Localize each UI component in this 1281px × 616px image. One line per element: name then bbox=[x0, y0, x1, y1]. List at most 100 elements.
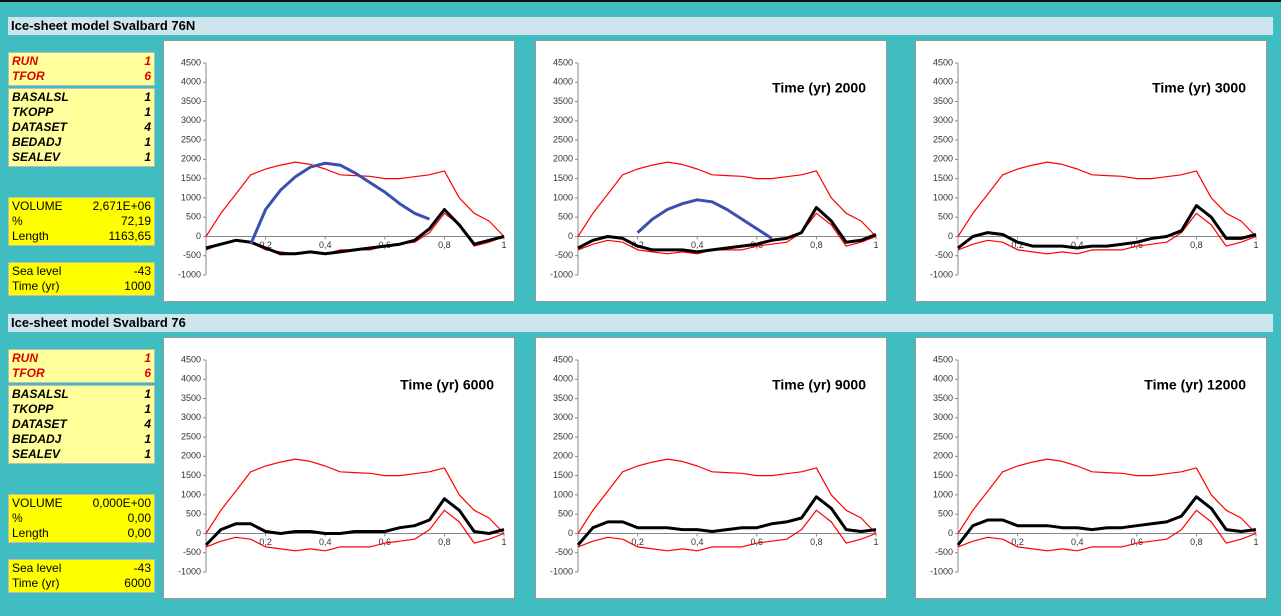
parameter-label: TFOR bbox=[12, 69, 45, 83]
y-tick-label: 1000 bbox=[933, 489, 953, 499]
x-tick-label: 1 bbox=[501, 537, 506, 547]
x-tick-label: 0,6 bbox=[379, 537, 392, 547]
y-tick-label: 4500 bbox=[553, 57, 573, 67]
y-tick-label: 3500 bbox=[553, 96, 573, 106]
parameter-value: 1 bbox=[144, 90, 151, 104]
annotation: Time (yr) 6000 bbox=[400, 377, 494, 393]
y-tick-label: -1000 bbox=[178, 269, 201, 279]
parameter-row: % 72,19 bbox=[12, 214, 151, 229]
x-tick-label: 1 bbox=[1253, 240, 1258, 250]
y-tick-label: 2500 bbox=[181, 134, 201, 144]
parameter-value: 6 bbox=[144, 69, 151, 83]
y-tick-label: -500 bbox=[555, 250, 573, 260]
parameter-label: VOLUME bbox=[12, 496, 63, 510]
panel-title: Ice-sheet model Svalbard 76N bbox=[8, 17, 1273, 35]
y-tick-label: 3000 bbox=[933, 115, 953, 125]
data-line bbox=[204, 497, 505, 547]
parameter-row: % 0,00 bbox=[12, 511, 151, 526]
y-tick-label: 500 bbox=[938, 509, 953, 519]
y-tick-label: 1500 bbox=[933, 173, 953, 183]
parameter-group: VOLUME 2,671E+06% 72,19 Length 1163,65 bbox=[8, 197, 155, 246]
parameter-label: % bbox=[12, 214, 23, 228]
x-tick-label: 0,6 bbox=[1131, 537, 1144, 547]
chart: -1000 -500 0 500 1000 1500 2000 2500 3000 3500 400… bbox=[915, 40, 1267, 302]
y-tick-label: 3000 bbox=[933, 412, 953, 422]
parameter-label: Sea level bbox=[12, 264, 62, 278]
data-line bbox=[205, 509, 505, 552]
y-tick-label: 1500 bbox=[553, 470, 573, 480]
y-tick-label: 500 bbox=[186, 509, 201, 519]
parameter-value: 1 bbox=[144, 135, 151, 149]
y-tick-label: 3500 bbox=[181, 393, 201, 403]
parameter-row: Length 0,00 bbox=[12, 526, 151, 541]
data-line bbox=[577, 458, 877, 534]
y-tick-label: 3500 bbox=[933, 393, 953, 403]
data-line bbox=[956, 495, 1257, 546]
parameter-label: Length bbox=[12, 229, 49, 243]
data-line bbox=[957, 212, 1257, 255]
y-tick-label: 2000 bbox=[181, 451, 201, 461]
data-line bbox=[577, 509, 877, 552]
x-tick-label: 1 bbox=[873, 240, 878, 250]
x-tick-label: 0,6 bbox=[1131, 240, 1144, 250]
annotation: Time (yr) 3000 bbox=[1152, 80, 1246, 96]
x-tick-label: 1 bbox=[501, 240, 506, 250]
parameter-label: Time (yr) bbox=[12, 576, 60, 590]
parameter-row: Time (yr) 1000 bbox=[12, 279, 151, 294]
y-tick-label: 2500 bbox=[933, 431, 953, 441]
parameter-value: 1 bbox=[144, 447, 151, 461]
parameter-value: 1 bbox=[144, 351, 151, 365]
y-tick-label: 4000 bbox=[933, 374, 953, 384]
parameter-label: TKOPP bbox=[12, 105, 54, 119]
x-tick-label: 0,2 bbox=[1011, 240, 1024, 250]
data-line bbox=[577, 206, 877, 254]
parameter-row: VOLUME 2,671E+06 bbox=[12, 199, 151, 214]
y-tick-label: -1000 bbox=[178, 566, 201, 576]
parameter-row: SEALEV 1 bbox=[12, 150, 151, 165]
parameter-row: SEALEV 1 bbox=[12, 447, 151, 462]
parameter-label: Sea level bbox=[12, 561, 62, 575]
data-line bbox=[957, 458, 1257, 534]
y-tick-label: 4000 bbox=[181, 77, 201, 87]
parameter-group: RUN 1 TFOR 6 bbox=[8, 52, 155, 86]
parameter-value: 2,671E+06 bbox=[92, 199, 151, 213]
data-line bbox=[205, 208, 505, 256]
parameter-value: 4 bbox=[144, 120, 151, 134]
parameter-group: RUN 1 TFOR 6 bbox=[8, 349, 155, 383]
parameter-row: TFOR 6 bbox=[12, 69, 151, 84]
parameter-row: BASALSL 1 bbox=[12, 90, 151, 105]
parameter-value: 6000 bbox=[124, 576, 151, 590]
x-tick-label: 0,8 bbox=[810, 537, 823, 547]
y-tick-label: 500 bbox=[558, 212, 573, 222]
annotation: Time (yr) 12000 bbox=[1144, 377, 1246, 393]
x-tick-label: 0,2 bbox=[631, 537, 644, 547]
data-line bbox=[957, 509, 1257, 552]
parameter-row: TKOPP 1 bbox=[12, 105, 151, 120]
y-tick-label: 4000 bbox=[933, 77, 953, 87]
y-tick-label: 2500 bbox=[933, 134, 953, 144]
parameter-value: 1 bbox=[144, 54, 151, 68]
y-tick-label: 1000 bbox=[181, 489, 201, 499]
x-tick-label: 0,8 bbox=[438, 240, 451, 250]
parameter-label: DATASET bbox=[12, 417, 67, 431]
parameter-value: 0,00 bbox=[127, 511, 151, 525]
y-tick-label: 4000 bbox=[553, 374, 573, 384]
y-tick-label: 3500 bbox=[181, 96, 201, 106]
x-tick-label: 0,4 bbox=[319, 537, 332, 547]
y-tick-label: 4000 bbox=[181, 374, 201, 384]
parameter-value: 1 bbox=[144, 387, 151, 401]
y-tick-label: 4500 bbox=[181, 354, 201, 364]
y-tick-label: 1500 bbox=[181, 470, 201, 480]
x-tick-label: 0,4 bbox=[319, 240, 332, 250]
panel-title: Ice-sheet model Svalbard 76 bbox=[8, 314, 1273, 332]
parameter-label: Time (yr) bbox=[12, 279, 60, 293]
parameter-value: -43 bbox=[133, 561, 151, 575]
parameter-row: Time (yr) 6000 bbox=[12, 576, 151, 591]
x-tick-label: 0,2 bbox=[1011, 537, 1024, 547]
annotation: Time (yr) 2000 bbox=[772, 80, 866, 96]
y-tick-label: -500 bbox=[183, 250, 201, 260]
parameter-row: RUN 1 bbox=[12, 351, 151, 366]
y-tick-label: -1000 bbox=[550, 269, 573, 279]
parameter-group: VOLUME 0,000E+00% 0,00 Length 0,00 bbox=[8, 494, 155, 543]
parameter-label: SEALEV bbox=[12, 447, 61, 461]
